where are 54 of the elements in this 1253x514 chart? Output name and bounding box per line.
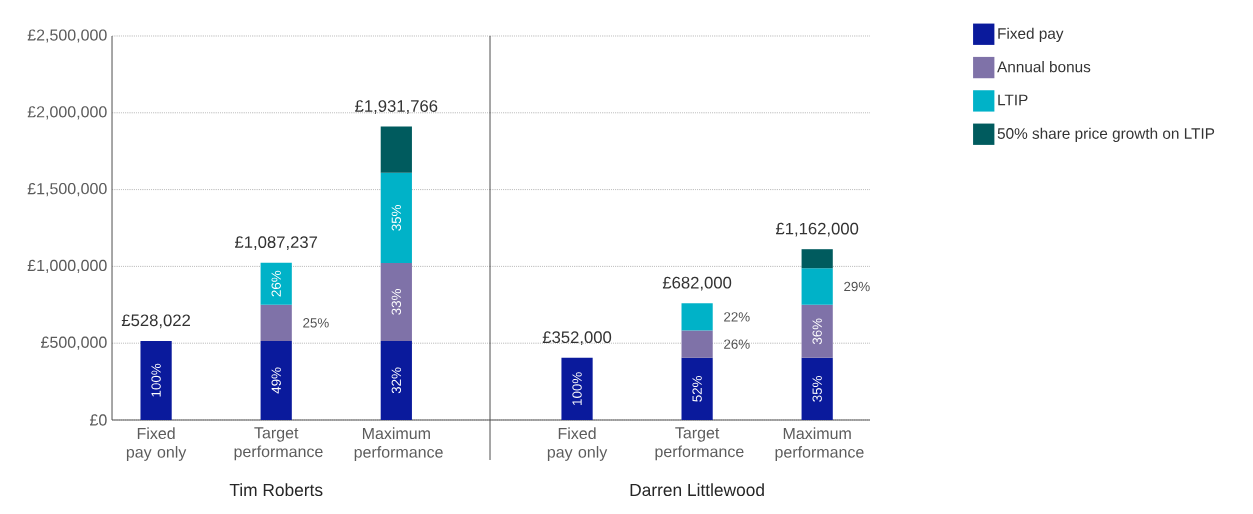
legend-label: Fixed pay <box>998 27 1064 42</box>
x-axis-title: Tim Roberts <box>229 483 323 497</box>
annotation: 35% <box>391 204 402 231</box>
legend-label: LTIP <box>998 94 1028 106</box>
bar <box>681 303 713 331</box>
annotation: 33% <box>391 289 402 315</box>
y-tick-label: £2,000,000 <box>27 106 107 120</box>
bar <box>380 126 412 173</box>
y-tick-label: £1,500,000 <box>27 182 107 197</box>
bar <box>260 304 292 341</box>
legend-label: 50% share price growth on LTIP <box>997 127 1215 142</box>
y-tick-label: £500,000 <box>41 336 107 350</box>
annotation: 100% <box>572 372 582 405</box>
bar <box>260 340 292 420</box>
annotation: 35% <box>812 376 822 402</box>
x-tick-label: Maximum performance <box>775 427 864 461</box>
annotation: 22% <box>724 312 750 322</box>
x-tick-label: Target performance <box>234 427 323 461</box>
annotation: 49% <box>271 367 281 394</box>
x-tick-label: Fixed pay only <box>126 427 187 461</box>
annotation: 52% <box>692 376 702 402</box>
annotation: £1,931,766 <box>355 100 438 114</box>
annotation: 26% <box>271 270 281 297</box>
annotation: 29% <box>844 281 870 292</box>
annotation: 32% <box>391 367 402 394</box>
bar <box>681 330 713 358</box>
y-tick-label: £0 <box>89 414 107 426</box>
annotation: £352,000 <box>542 331 612 346</box>
bar <box>801 268 833 305</box>
bar <box>380 172 412 264</box>
legend-label: Annual bonus <box>997 61 1091 73</box>
annotation: £528,022 <box>121 314 190 329</box>
bar <box>260 262 292 305</box>
x-tick-label: Target performance <box>655 427 744 461</box>
bar <box>801 249 833 269</box>
annotation: 36% <box>812 318 822 345</box>
bar <box>801 304 833 358</box>
annotation: £1,162,000 <box>775 222 859 237</box>
annotation: £682,000 <box>662 276 732 291</box>
annotation: £1,087,237 <box>234 236 318 250</box>
bar <box>380 340 412 420</box>
bar <box>801 357 833 420</box>
bar <box>561 357 593 420</box>
x-axis-title: Darren Littlewood <box>630 483 764 497</box>
annotation: 100% <box>151 363 161 397</box>
bar <box>380 263 412 341</box>
y-tick-label: £1,000,000 <box>27 259 107 273</box>
y-tick-label: £2,500,000 <box>27 29 107 43</box>
annotation: 25% <box>303 318 329 328</box>
bar <box>681 357 713 420</box>
bar <box>140 340 172 420</box>
annotation: 26% <box>724 339 750 349</box>
x-tick-label: Maximum performance <box>354 427 443 461</box>
x-tick-label: Fixed pay only <box>547 427 608 461</box>
